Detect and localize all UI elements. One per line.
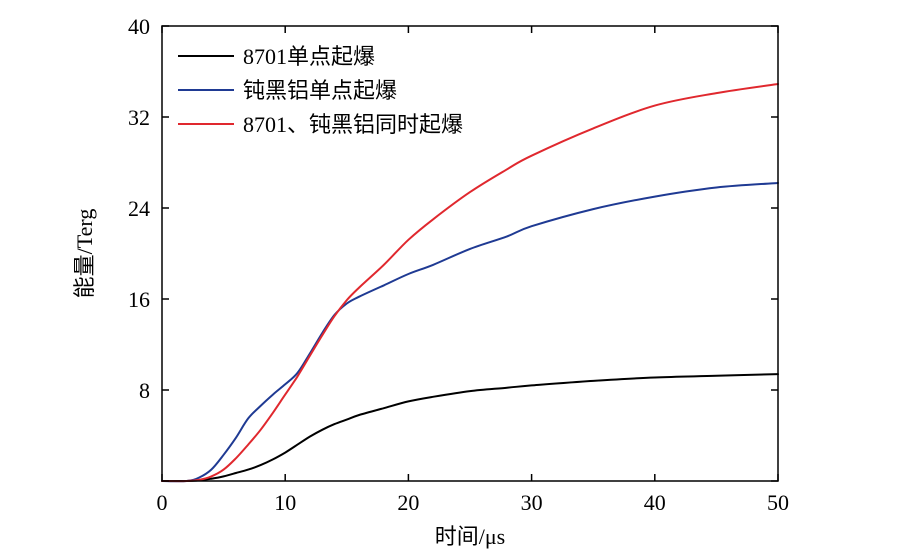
legend-label-2: 钝黑铝单点起爆 <box>243 78 397 103</box>
x-tick-label: 10 <box>274 490 296 515</box>
x-tick-label: 0 <box>157 490 168 515</box>
series-line-2 <box>161 182 779 483</box>
y-tick-label: 40 <box>128 14 150 39</box>
series-layer <box>161 83 779 483</box>
legend-label-3: 8701、钝黑铝同时起爆 <box>243 112 463 137</box>
x-tick-label: 40 <box>644 490 666 515</box>
series-line-3 <box>161 83 779 483</box>
series-line-1 <box>161 373 779 483</box>
y-tick-label: 32 <box>128 105 150 130</box>
y-tick-label: 24 <box>128 196 150 221</box>
y-axis-label: 能量/Terg <box>72 209 97 299</box>
tick-labels: 0 10 20 30 40 50 8 16 24 32 40 <box>128 14 789 515</box>
x-tick-label: 30 <box>521 490 543 515</box>
plot-frame <box>161 25 779 482</box>
x-tick-label: 50 <box>767 490 789 515</box>
legend-label-1: 8701单点起爆 <box>243 44 375 69</box>
x-axis-label: 时间/μs <box>435 524 505 549</box>
y-tick-label: 8 <box>139 378 150 403</box>
ticks-layer <box>161 25 779 482</box>
y-tick-label: 16 <box>128 287 150 312</box>
x-tick-label: 20 <box>397 490 419 515</box>
